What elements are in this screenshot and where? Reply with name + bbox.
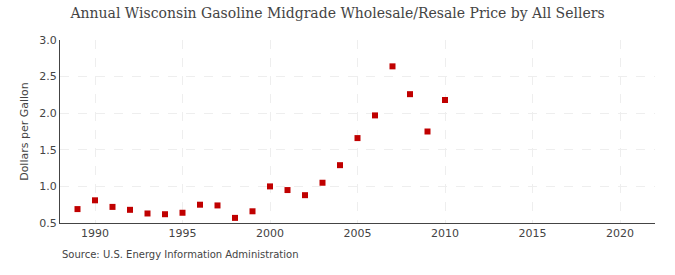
svg-text:Annual Wisconsin Gasoline Midg: Annual Wisconsin Gasoline Midgrade Whole… [69,5,604,21]
svg-text:Dollars per Gallon: Dollars per Gallon [18,82,31,181]
svg-text:1.0: 1.0 [39,180,57,193]
svg-text:2015: 2015 [519,227,547,240]
svg-text:1995: 1995 [169,227,197,240]
svg-text:2020: 2020 [606,227,634,240]
svg-text:2.0: 2.0 [39,107,57,120]
svg-text:Source: U.S. Energy Informatio: Source: U.S. Energy Information Administ… [62,249,299,260]
svg-text:1.5: 1.5 [39,144,57,157]
svg-text:3.0: 3.0 [39,34,57,47]
svg-text:0.5: 0.5 [39,217,57,230]
svg-text:2.5: 2.5 [39,70,57,83]
svg-text:1990: 1990 [81,227,109,240]
svg-text:2010: 2010 [431,227,459,240]
svg-text:2005: 2005 [344,227,372,240]
svg-text:2000: 2000 [256,227,284,240]
